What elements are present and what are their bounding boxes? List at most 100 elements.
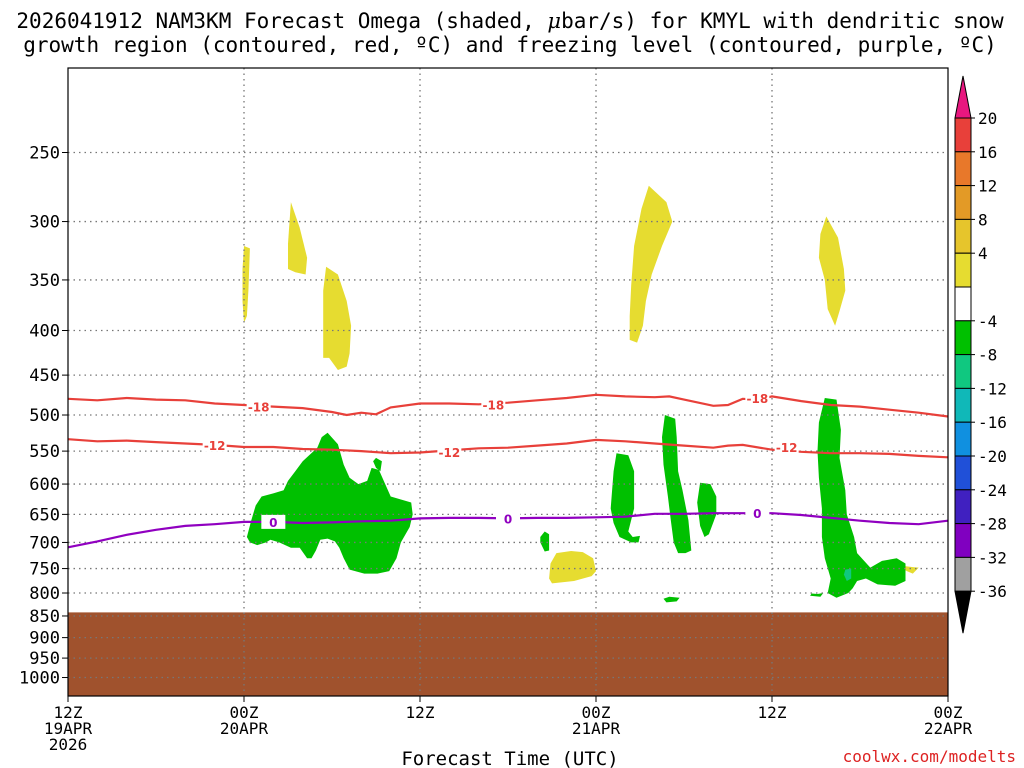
omega-region-1: [288, 202, 308, 275]
y-tick-label-600: 600: [29, 475, 60, 495]
colorbar-label-11: -28: [978, 515, 1007, 534]
x-tick-label-5-2: 22APR: [924, 719, 973, 738]
credit-text: coolwx.com/modelts: [843, 747, 1016, 766]
contour-label-2-0: 0: [269, 516, 277, 530]
y-tick-label-650: 650: [29, 505, 60, 525]
contour-label-0-0: -18: [248, 401, 270, 415]
x-tick-label-0-2: 19APR: [44, 719, 93, 738]
y-tick-label-350: 350: [29, 271, 60, 291]
omega-region-7: [246, 432, 413, 574]
colorbar-label-12: -32: [978, 548, 1007, 567]
colorbar-label-3: 8: [978, 210, 988, 229]
y-tick-label-550: 550: [29, 442, 60, 462]
contour-label-bg-1-2: [774, 439, 799, 454]
terrain-fill: [68, 612, 948, 696]
colorbar-segment-13: [954, 556, 972, 592]
contour-label-bg-0-2: [745, 390, 770, 405]
x-tick-label-1-2: 20APR: [220, 719, 269, 738]
x-tick-label-4-1: 12Z: [758, 703, 787, 722]
contour-label-bg-0-1: [481, 397, 506, 412]
contour-label-2-1: 0: [504, 512, 512, 526]
omega-region-12: [697, 482, 717, 537]
plot-background: [68, 68, 948, 696]
colorbar-segment-4: [954, 252, 972, 288]
y-tick-label-750: 750: [29, 560, 60, 580]
colorbar-label-9: -20: [978, 447, 1007, 466]
omega-region-10: [610, 453, 640, 543]
colorbar-segment-5: [954, 286, 972, 322]
axes: 2503003504004505005506006507007508008509…: [19, 67, 973, 754]
y-tick-label-800: 800: [29, 584, 60, 604]
y-tick-label-950: 950: [29, 649, 60, 669]
x-tick-label-1-1: 00Z: [230, 703, 259, 722]
contour-label-0-2: -18: [746, 392, 768, 406]
plot-frame: [67, 67, 949, 697]
omega-region-13: [817, 398, 906, 598]
colorbar-label-7: -12: [978, 379, 1007, 398]
contours: -18 -18 -18 -12 -12 -12 0 0 0: [67, 390, 949, 549]
contour-label-1-0: -12: [204, 439, 226, 453]
x-axis-title: Forecast Time (UTC): [401, 748, 618, 768]
x-tick-label-2-1: 12Z: [406, 703, 435, 722]
y-tick-label-500: 500: [29, 406, 60, 426]
omega-shading: [242, 185, 919, 603]
contour-label-1-1: -12: [438, 446, 460, 460]
omega-region-4: [818, 216, 846, 326]
colorbar: 20 16 12 8 4 -4 -8 -12 -16 -20 -24 -28 -32 -36: [954, 75, 1007, 634]
y-tick-label-850: 850: [29, 607, 60, 627]
contour-label-0-1: -18: [482, 398, 504, 412]
omega-region-15: [663, 596, 680, 603]
chart-title-line-1: 2026041912 NAM3KM Forecast Omega (shaded…: [16, 9, 1004, 33]
x-tick-label-3-2: 21APR: [572, 719, 621, 738]
colorbar-segment-9: [954, 421, 972, 457]
y-tick-label-700: 700: [29, 533, 60, 553]
x-tick-label-0-3: 2026: [49, 735, 88, 754]
y-tick-label-250: 250: [29, 144, 60, 164]
colorbar-label-4: 4: [978, 244, 988, 263]
omega-region-11: [662, 415, 692, 554]
colorbar-label-5: -4: [978, 312, 997, 331]
colorbar-label-13: -36: [978, 582, 1007, 601]
colorbar-label-8: -16: [978, 413, 1007, 432]
colorbar-segment-6: [954, 320, 972, 356]
omega-region-14: [810, 593, 824, 597]
x-tick-label-5-1: 00Z: [934, 703, 963, 722]
colorbar-segment-2: [954, 185, 972, 220]
x-tick-label-3-1: 00Z: [582, 703, 611, 722]
contour-label-bg-1-1: [437, 444, 462, 459]
x-tick-label-0-1: 12Z: [54, 703, 83, 722]
colorbar-label-10: -24: [978, 481, 1007, 500]
omega-region-8: [373, 457, 382, 472]
contour-label-bg-2-2: [745, 506, 770, 521]
colorbar-segment-8: [954, 387, 972, 423]
omega-region-5: [549, 551, 596, 584]
colorbar-label-2: 12: [978, 177, 997, 196]
colorbar-bottom-triangle: [954, 590, 972, 634]
contour-label-bg-0-0: [246, 399, 271, 414]
terrain-below-ground: [68, 612, 948, 696]
contour-label-bg-1-0: [202, 437, 227, 452]
omega-region-3: [629, 185, 673, 343]
contour-line-0: [67, 393, 949, 418]
omega-region-2: [323, 266, 352, 370]
y-tick-label-450: 450: [29, 366, 60, 386]
colorbar-top-triangle: [954, 75, 972, 119]
colorbar-segment-0: [954, 117, 972, 153]
colorbar-segment-10: [954, 455, 972, 491]
omega-region-16: [843, 568, 852, 581]
omega-region-0: [242, 246, 250, 323]
y-tick-label-900: 900: [29, 629, 60, 649]
colorbar-segment-3: [954, 218, 972, 254]
y-tick-label-400: 400: [29, 322, 60, 342]
colorbar-segment-12: [954, 523, 972, 558]
colorbar-segment-1: [954, 151, 972, 187]
y-tick-label-1000: 1000: [19, 669, 60, 689]
colorbar-label-1: 16: [978, 143, 997, 162]
y-tick-label-300: 300: [29, 213, 60, 233]
colorbar-segment-7: [954, 354, 972, 389]
chart-title-line-2: growth region (contoured, red, ºC) and f…: [23, 33, 997, 57]
contour-label-bg-2-0: [261, 514, 286, 529]
omega-region-9: [540, 531, 550, 552]
contour-label-1-2: -12: [776, 441, 798, 455]
